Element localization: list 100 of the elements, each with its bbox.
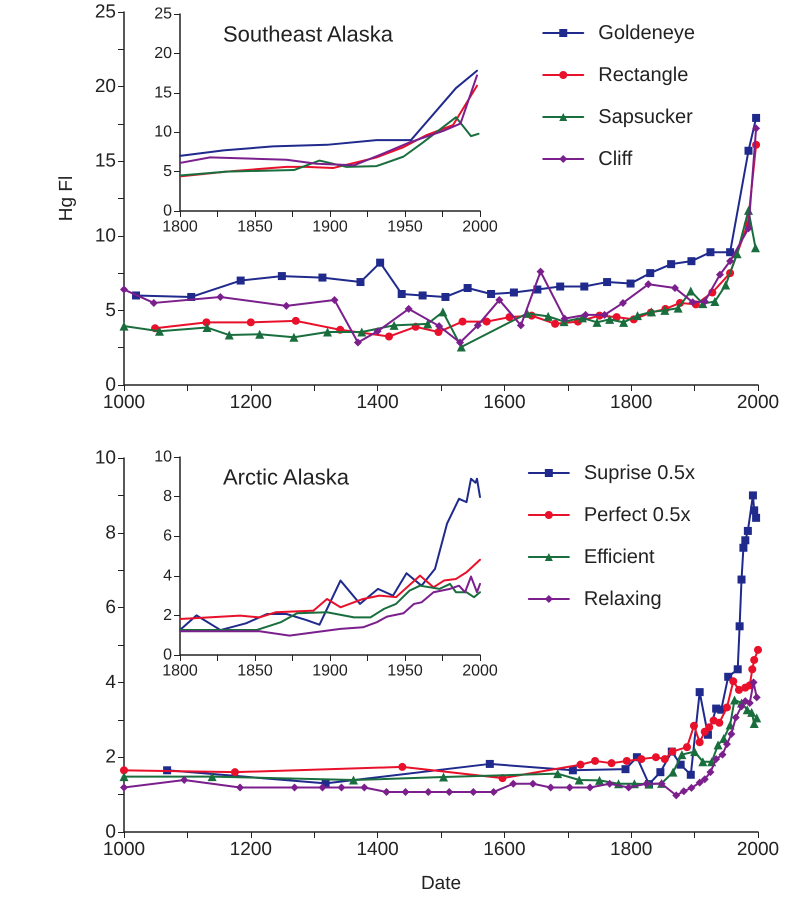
point: [606, 780, 614, 788]
point: [592, 318, 602, 327]
point: [748, 491, 757, 500]
x-tick-label: 1800: [162, 662, 198, 680]
point: [626, 280, 635, 288]
point: [553, 769, 562, 778]
point: [744, 224, 752, 232]
point: [323, 328, 332, 337]
point: [438, 307, 448, 316]
point: [677, 750, 686, 760]
point: [357, 328, 366, 337]
point: [687, 257, 696, 266]
y-tick-label: 10: [94, 448, 116, 468]
point: [376, 258, 384, 267]
point: [668, 768, 678, 777]
legend-label: Cliff: [598, 148, 633, 170]
point: [672, 791, 680, 800]
y-tick-label: 6: [105, 597, 116, 618]
y-tick-label: 2: [105, 746, 116, 768]
line-series: [179, 576, 481, 637]
point: [722, 703, 731, 712]
point: [726, 248, 734, 256]
point: [727, 730, 736, 738]
point: [595, 776, 604, 785]
point: [748, 665, 756, 674]
point: [747, 708, 756, 717]
point: [536, 268, 545, 276]
point: [700, 775, 709, 784]
chart-title: Arctic Alaska: [223, 464, 350, 490]
point: [544, 312, 553, 321]
point: [696, 738, 704, 746]
y-tick-label: 10: [154, 124, 172, 141]
point: [385, 332, 394, 341]
point: [730, 695, 740, 704]
point: [621, 765, 630, 774]
point: [619, 318, 628, 327]
point: [230, 768, 239, 776]
point: [706, 248, 714, 256]
x-tick-label: 2000: [736, 839, 780, 860]
y-tick-label: 10: [154, 448, 172, 466]
point: [418, 291, 427, 300]
y-tick-label: 20: [94, 76, 116, 98]
point: [576, 760, 584, 769]
x-tick-label: 1400: [356, 392, 399, 413]
chart-title: Southeast Alaska: [223, 22, 394, 46]
x-axis-title: Date: [420, 873, 462, 894]
point: [180, 776, 188, 784]
x-tick-label: 2000: [462, 662, 498, 680]
point: [120, 766, 128, 774]
x-tick-label: 1900: [312, 662, 348, 680]
point: [456, 338, 464, 346]
point: [750, 243, 760, 252]
point: [698, 757, 708, 766]
point: [580, 282, 588, 291]
legend-label: Suprise 0.5x: [584, 462, 695, 484]
y-tick-label: 6: [163, 528, 172, 545]
point: [439, 772, 448, 782]
y-tick-label: 4: [163, 567, 172, 584]
legend-label: Perfect 0.5x: [584, 504, 691, 526]
point: [624, 783, 633, 792]
point: [354, 338, 362, 346]
point: [487, 290, 496, 298]
point: [150, 298, 158, 307]
point: [736, 622, 744, 630]
point: [374, 327, 382, 336]
point: [710, 296, 720, 306]
y-tick-label: 8: [163, 488, 172, 506]
x-tick-label: 2000: [462, 218, 498, 236]
y-tick-label: 25: [94, 2, 116, 22]
line-series: [179, 558, 481, 620]
point: [528, 780, 537, 788]
point: [683, 743, 691, 752]
point: [434, 328, 442, 336]
point: [618, 298, 627, 307]
point: [398, 762, 406, 771]
point: [356, 278, 364, 286]
point: [582, 310, 590, 319]
point: [687, 784, 696, 792]
point: [120, 772, 128, 782]
point: [667, 260, 676, 268]
point: [404, 304, 413, 313]
point: [674, 304, 683, 313]
point: [752, 514, 760, 522]
point: [686, 286, 696, 296]
x-tick-label: 1850: [237, 662, 273, 680]
legend-label: Efficient: [584, 546, 656, 568]
point: [318, 274, 326, 282]
point: [739, 544, 748, 552]
point: [741, 536, 750, 544]
x-tick-label: 1400: [356, 839, 399, 860]
y-tick-label: 20: [154, 44, 172, 62]
point: [715, 718, 724, 727]
point: [696, 778, 704, 787]
point: [155, 326, 164, 336]
point: [646, 269, 654, 278]
point: [603, 278, 612, 286]
point: [202, 323, 212, 332]
point: [690, 722, 698, 730]
point: [600, 310, 609, 319]
x-tick-label: 1800: [610, 839, 652, 860]
